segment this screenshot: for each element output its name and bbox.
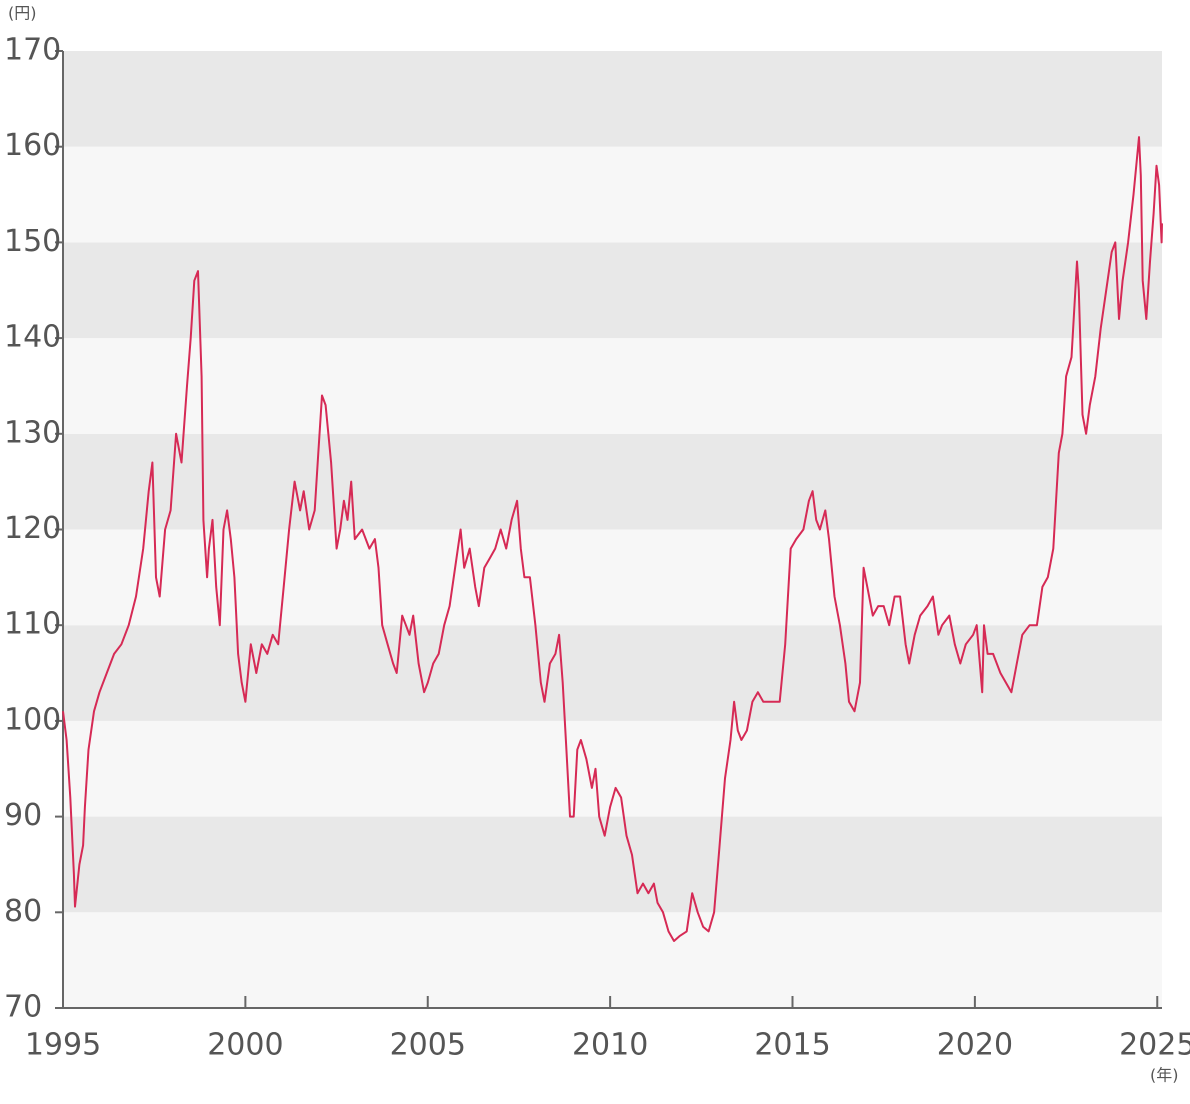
- band: [63, 529, 1162, 626]
- y-tick-label: 140: [4, 320, 61, 355]
- band: [63, 433, 1162, 530]
- x-tick-label: 2015: [754, 1028, 830, 1063]
- x-tick-label: 2005: [390, 1028, 466, 1063]
- band: [63, 625, 1162, 721]
- band: [63, 146, 1162, 243]
- y-tick-label: 90: [4, 798, 42, 833]
- y-tick-label: 80: [4, 894, 42, 929]
- x-tick-label: 1995: [25, 1028, 101, 1063]
- y-tick-label: 110: [4, 607, 61, 642]
- band: [63, 338, 1162, 434]
- x-tick-label: 2025: [1119, 1028, 1190, 1063]
- x-tick-label: 2000: [207, 1028, 283, 1063]
- y-tick-label: 130: [4, 415, 61, 450]
- price-line: [62, 136, 1163, 942]
- x-tick-label: 2010: [572, 1028, 648, 1063]
- y-unit: (円): [8, 4, 37, 23]
- y-tick-label: 70: [4, 990, 42, 1025]
- band: [63, 51, 1162, 147]
- y-tick-label: 100: [4, 702, 61, 737]
- y-tick-label: 120: [4, 511, 61, 546]
- x-unit: (年): [1150, 1066, 1179, 1085]
- band: [63, 242, 1162, 339]
- y-tick-label: 150: [4, 224, 61, 259]
- y-tick-label: 160: [4, 128, 61, 163]
- x-tick-label: 2020: [937, 1028, 1013, 1063]
- band: [63, 912, 1162, 1008]
- band: [63, 816, 1162, 913]
- y-tick-label: 170: [4, 33, 61, 68]
